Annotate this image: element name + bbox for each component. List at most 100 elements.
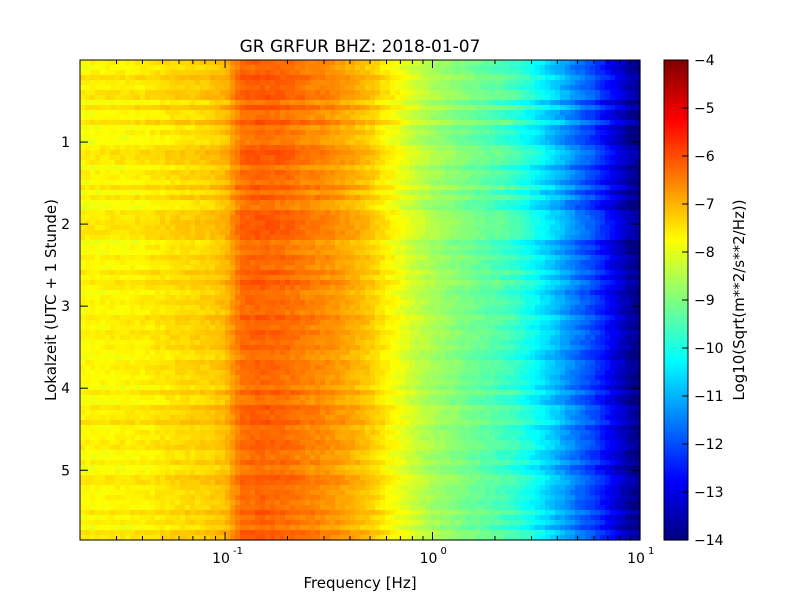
heatmap-cell [135,225,141,231]
heatmap-cell [165,70,171,76]
heatmap-cell [90,110,96,116]
heatmap-cell [170,115,176,121]
heatmap-cell [195,275,201,281]
heatmap-cell [90,140,96,146]
heatmap-cell [130,260,136,266]
heatmap-cell [320,205,326,211]
heatmap-cell [475,230,481,236]
heatmap-cell [275,200,281,206]
heatmap-cell [420,135,426,141]
heatmap-cell [230,260,236,266]
heatmap-cell [515,180,521,186]
heatmap-cell [590,60,596,66]
heatmap-cell [295,275,301,281]
heatmap-cell [515,90,521,96]
heatmap-cell [370,205,376,211]
heatmap-cell [475,125,481,131]
heatmap-cell [490,95,496,101]
heatmap-cell [305,270,311,276]
heatmap-cell [230,250,236,256]
heatmap-cell [110,95,116,101]
heatmap-cell [400,205,406,211]
heatmap-cell [530,225,536,231]
heatmap-cell [550,230,556,236]
heatmap-cell [400,95,406,101]
heatmap-cell [350,120,356,126]
heatmap-cell [515,160,521,166]
heatmap-cell [225,90,231,96]
heatmap-cell [275,60,281,66]
heatmap-cell [175,270,181,276]
heatmap-cell [620,175,626,181]
heatmap-cell [520,265,526,271]
heatmap-cell [90,215,96,221]
heatmap-cell [635,255,641,261]
heatmap-cell [575,255,581,261]
heatmap-cell [340,200,346,206]
heatmap-cell [540,60,546,66]
heatmap-cell [175,280,181,286]
heatmap-cell [400,235,406,241]
heatmap-cell [215,190,221,196]
heatmap-cell [515,240,521,246]
heatmap-cell [215,215,221,221]
heatmap-cell [505,110,511,116]
heatmap-cell [565,190,571,196]
heatmap-cell [465,220,471,226]
heatmap-cell [290,65,296,71]
heatmap-cell [465,180,471,186]
heatmap-cell [605,245,611,251]
heatmap-cell [435,185,441,191]
heatmap-cell [315,135,321,141]
heatmap-cell [140,105,146,111]
heatmap-cell [255,75,261,81]
heatmap-cell [550,275,556,281]
heatmap-cell [595,270,601,276]
heatmap-cell [300,105,306,111]
heatmap-cell [450,275,456,281]
heatmap-cell [90,275,96,281]
heatmap-cell [115,110,121,116]
heatmap-cell [260,75,266,81]
heatmap-cell [295,225,301,231]
heatmap-cell [390,255,396,261]
heatmap-cell [125,120,131,126]
heatmap-cell [435,195,441,201]
heatmap-cell [555,135,561,141]
heatmap-cell [235,150,241,156]
heatmap-cell [235,255,241,261]
heatmap-cell [110,235,116,241]
heatmap-cell [255,180,261,186]
heatmap-cell [580,145,586,151]
heatmap-cell [530,200,536,206]
heatmap-cell [355,190,361,196]
heatmap-cell [385,155,391,161]
heatmap-cell [555,125,561,131]
heatmap-cell [195,75,201,81]
heatmap-cell [445,185,451,191]
heatmap-cell [80,100,86,106]
heatmap-cell [250,195,256,201]
heatmap-cell [305,95,311,101]
heatmap-cell [290,175,296,181]
heatmap-cell [405,180,411,186]
heatmap-cell [525,175,531,181]
heatmap-cell [100,145,106,151]
heatmap-cell [585,190,591,196]
heatmap-cell [290,200,296,206]
heatmap-cell [430,230,436,236]
heatmap-cell [485,245,491,251]
heatmap-cell [585,180,591,186]
heatmap-cell [595,205,601,211]
heatmap-cell [125,205,131,211]
heatmap-cell [550,185,556,191]
heatmap-cell [415,180,421,186]
heatmap-cell [135,255,141,261]
heatmap-cell [475,205,481,211]
heatmap-cell [255,70,261,76]
heatmap-cell [220,280,226,286]
heatmap-cell [215,60,221,66]
heatmap-cell [605,75,611,81]
heatmap-cell [285,105,291,111]
heatmap-cell [225,225,231,231]
